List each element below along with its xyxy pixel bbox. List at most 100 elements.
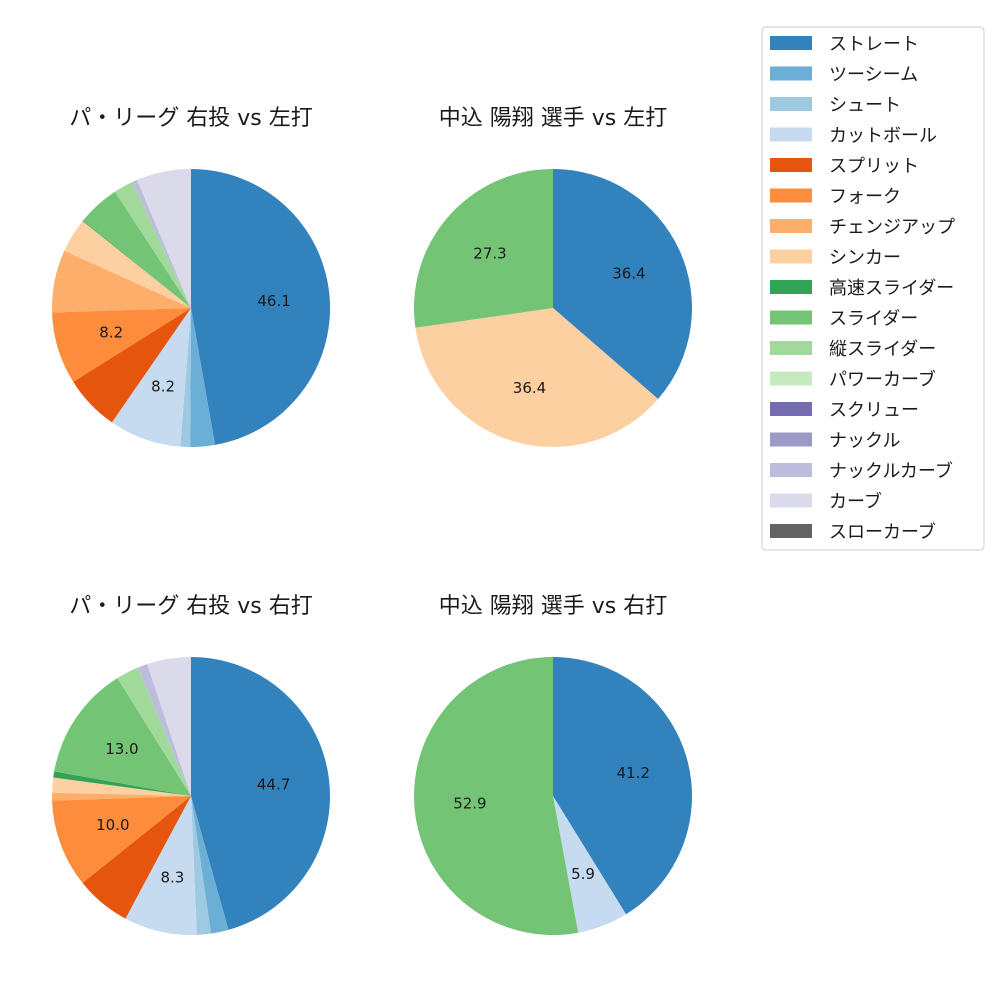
pie-slice — [414, 657, 579, 935]
legend-label: シュート — [829, 95, 901, 116]
legend-swatch — [770, 158, 812, 172]
legend-swatch — [770, 66, 812, 81]
legend-entry: パワーカーブ — [770, 369, 936, 391]
legend-entry: フォーク — [770, 187, 901, 208]
legend-swatch — [770, 188, 812, 203]
pie-slice — [191, 796, 229, 934]
legend-swatch — [770, 97, 812, 111]
legend-entry: ストレート — [770, 34, 919, 55]
legend-entry: ナックル — [770, 431, 900, 452]
legend-entry: カットボール — [770, 126, 937, 147]
legend-swatch — [770, 493, 812, 508]
pie-slice — [553, 657, 693, 915]
slice-value-label: 46.1 — [257, 292, 290, 310]
chart-title: 中込 陽翔 選手 vs 左打 — [439, 106, 667, 131]
pie-slice — [83, 191, 191, 308]
pie-chart-1: パ・リーグ 右投 vs 左打 46.1 8.2 8.2 — [51, 106, 331, 448]
slice-value-label: 36.4 — [513, 379, 546, 397]
legend-entry: カーブ — [770, 491, 882, 513]
legend-swatch — [770, 432, 812, 447]
legend-label: ツーシーム — [829, 65, 918, 86]
legend-entry: ツーシーム — [770, 65, 918, 86]
legend-label: スローカーブ — [829, 521, 936, 543]
slice-value-label: 44.7 — [257, 776, 290, 794]
pie-slice — [52, 792, 191, 801]
legend-label: スライダー — [829, 309, 918, 330]
pie-chart-2: 中込 陽翔 選手 vs 左打 36.4 36.4 27.3 — [413, 106, 693, 448]
chart-title: パ・リーグ 右投 vs 左打 — [69, 106, 312, 131]
pie-slice — [180, 308, 191, 447]
slice-value-label: 10.0 — [96, 816, 129, 834]
pie-slice — [147, 657, 191, 796]
pie-slice — [51, 250, 192, 313]
slice-value-label: 8.3 — [160, 868, 184, 886]
legend-label: カットボール — [829, 126, 937, 147]
pie-slice — [111, 308, 191, 447]
pie-slice — [64, 221, 191, 308]
pie-slice — [117, 667, 191, 796]
pie-slice — [553, 796, 626, 933]
pie-slice — [132, 179, 191, 308]
pie-slice — [191, 657, 331, 930]
slice-value-label: 13.0 — [105, 740, 138, 758]
legend-entry: 高速スライダー — [770, 278, 954, 299]
legend-swatch — [770, 371, 812, 386]
legend-swatch — [770, 402, 812, 416]
pie-slice — [52, 308, 191, 382]
legend-entry: シュート — [770, 95, 901, 116]
pie-slice — [54, 678, 192, 796]
pie-slice — [114, 182, 191, 308]
legend-entry: スローカーブ — [770, 521, 936, 543]
pie-slice — [73, 308, 191, 423]
legend-label: ナックルカーブ — [829, 460, 953, 482]
pie-slice — [82, 220, 191, 308]
legend-label: ナックル — [829, 431, 900, 452]
slice-value-label: 27.3 — [473, 244, 506, 262]
slice-value-label: 8.2 — [99, 323, 123, 341]
slice-value-label: 52.9 — [453, 795, 486, 813]
legend-entry: スクリュー — [770, 400, 919, 421]
legend-label: カーブ — [829, 491, 882, 513]
pie-slice — [137, 664, 191, 796]
pie-slice — [125, 796, 197, 936]
chart-title: 中込 陽翔 選手 vs 右打 — [439, 594, 667, 619]
legend-swatch — [770, 36, 812, 50]
pie-slice — [52, 777, 191, 796]
pie-slice — [53, 771, 192, 796]
legend-swatch — [770, 280, 812, 294]
legend-label: フォーク — [829, 187, 901, 208]
legend-swatch — [770, 524, 812, 538]
legend-swatch — [770, 463, 812, 477]
chart-title: パ・リーグ 右投 vs 右打 — [69, 594, 312, 619]
legend-label: パワーカーブ — [829, 369, 936, 391]
legend-label: 高速スライダー — [829, 278, 954, 299]
pie-slice — [82, 796, 191, 919]
pie-chart-4: 中込 陽翔 選手 vs 右打 41.2 5.9 52.9 — [414, 594, 693, 935]
legend-swatch — [770, 249, 812, 264]
pie-slice — [190, 308, 216, 448]
legend-label: スクリュー — [829, 400, 919, 421]
legend-label: シンカー — [829, 248, 901, 269]
pie-charts: パ・リーグ 右投 vs 左打 46.1 8.2 8.2 中込 陽翔 選手 vs 左打 36… — [51, 106, 693, 936]
legend-entry: チェンジアップ — [770, 217, 955, 238]
legend-swatch — [770, 341, 812, 355]
legend-entry: 縦スライダー — [770, 339, 936, 360]
legend-label: チェンジアップ — [829, 217, 955, 238]
legend-label: スプリット — [829, 156, 919, 177]
slice-value-label: 36.4 — [612, 264, 645, 282]
legend-swatch — [770, 310, 812, 325]
pie-slice — [413, 169, 553, 328]
pie-slice — [52, 796, 191, 883]
slice-value-label: 8.2 — [151, 378, 175, 396]
legend-entry: スライダー — [770, 309, 918, 330]
pie-slice — [191, 169, 331, 445]
pie-slice — [136, 169, 191, 308]
pie-slice — [553, 169, 693, 400]
pie-slice — [415, 308, 659, 448]
legend-swatch — [770, 219, 812, 233]
slice-value-label: 5.9 — [571, 865, 595, 883]
slice-value-label: 41.2 — [616, 764, 649, 782]
legend-swatch — [770, 127, 812, 142]
legend-frame — [761, 26, 985, 551]
